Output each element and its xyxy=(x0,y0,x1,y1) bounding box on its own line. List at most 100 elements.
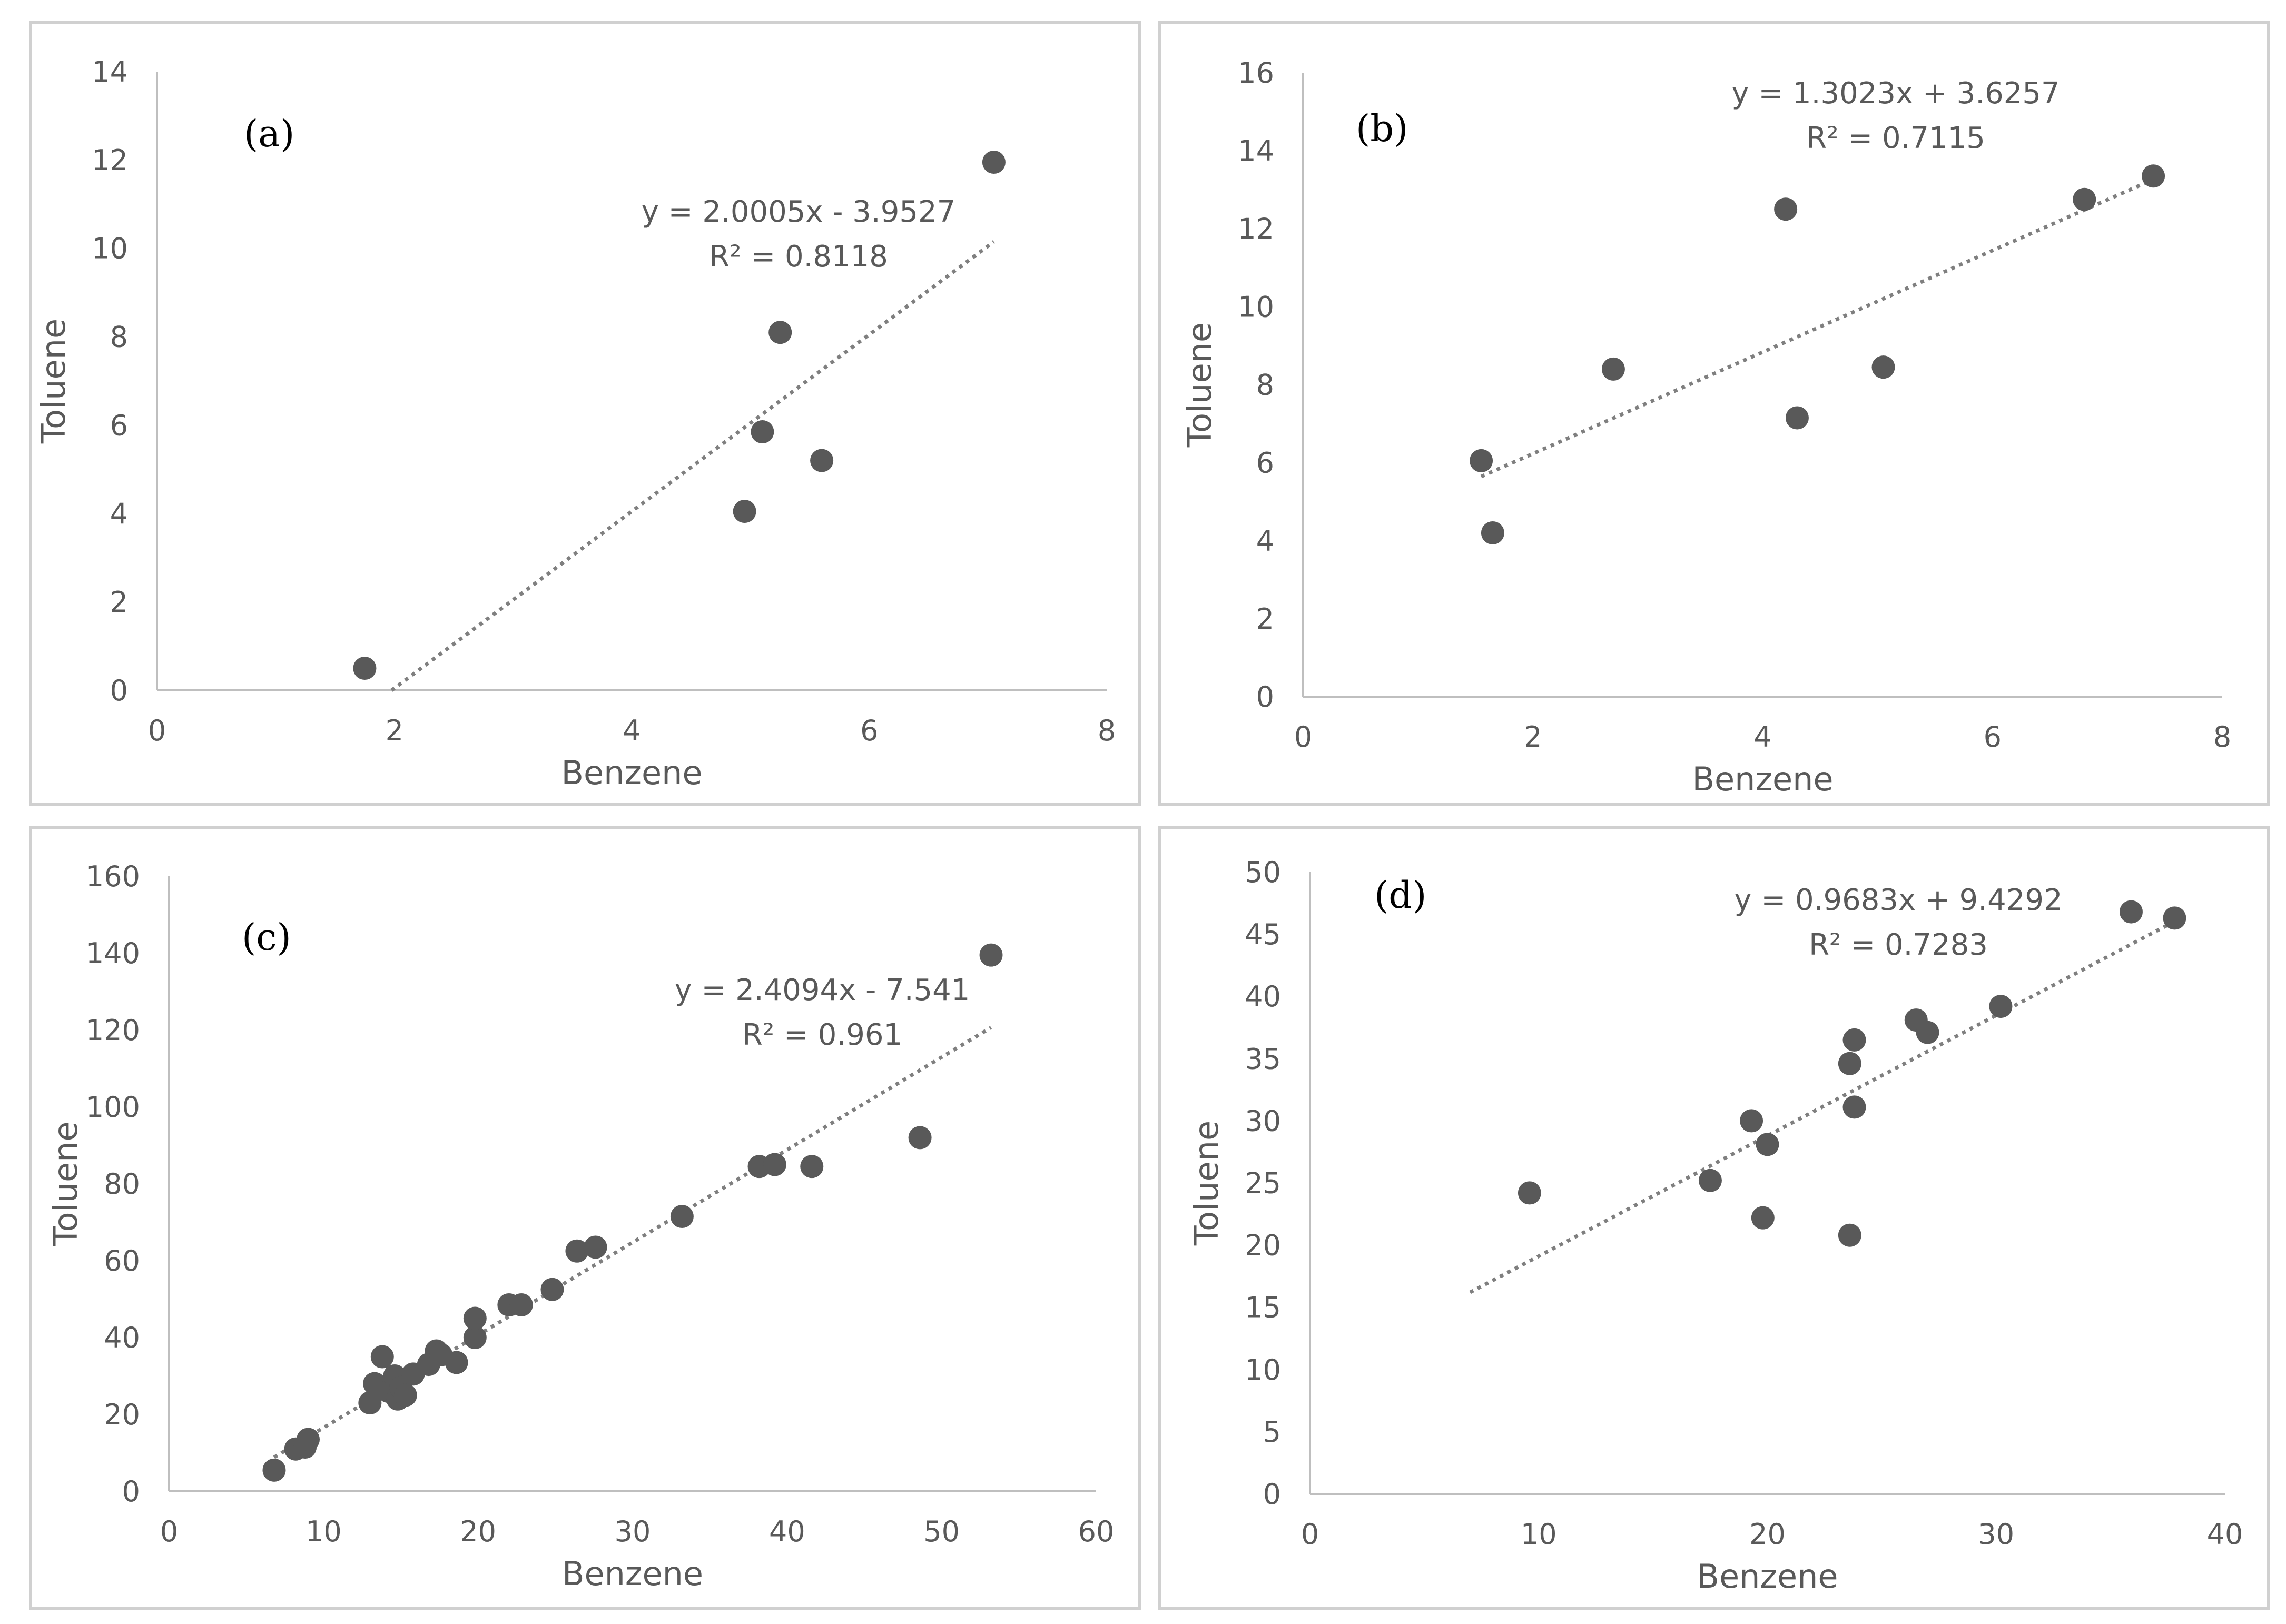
data-point xyxy=(908,1126,932,1150)
x-tick-label: 30 xyxy=(1978,1518,2014,1551)
y-tick-label: 8 xyxy=(1256,369,1274,402)
data-point xyxy=(979,943,1003,967)
y-tick-label: 16 xyxy=(1238,56,1274,90)
y-tick-label: 8 xyxy=(110,321,128,354)
y-tick-label: 5 xyxy=(1263,1415,1281,1449)
data-point xyxy=(509,1293,533,1316)
data-point xyxy=(1470,449,1493,472)
x-tick-label: 10 xyxy=(306,1515,342,1548)
x-tick-label: 20 xyxy=(1749,1518,1786,1551)
y-tick-label: 80 xyxy=(104,1167,140,1201)
y-axis-title: Toluene xyxy=(46,1121,85,1246)
y-tick-label: 160 xyxy=(86,860,140,893)
data-point xyxy=(262,1458,286,1482)
y-tick-label: 2 xyxy=(1256,602,1274,636)
data-point xyxy=(1838,1052,1861,1075)
trendline xyxy=(390,240,995,692)
r-squared-label: R² = 0.7115 xyxy=(1806,121,1985,155)
data-point xyxy=(1481,521,1504,544)
y-tick-label: 20 xyxy=(1245,1229,1281,1262)
y-tick-label: 6 xyxy=(1256,447,1274,480)
data-point xyxy=(1601,357,1625,381)
x-tick-label: 0 xyxy=(1301,1518,1319,1551)
x-tick-label: 10 xyxy=(1521,1518,1557,1551)
data-point xyxy=(1989,995,2013,1018)
y-tick-label: 25 xyxy=(1245,1167,1281,1200)
x-tick-label: 8 xyxy=(1098,714,1116,747)
y-tick-label: 0 xyxy=(1256,680,1274,714)
data-point xyxy=(1871,355,1895,379)
y-tick-label: 15 xyxy=(1245,1291,1281,1324)
y-tick-label: 12 xyxy=(1238,212,1274,245)
y-tick-label: 20 xyxy=(104,1398,140,1431)
data-point xyxy=(370,1345,394,1369)
chart-panel-d: 0 10 20 30 40 0 5 10 15 20 25 30 35 40 45 50 Benzene Tolu… xyxy=(1158,826,2270,1610)
data-point xyxy=(1740,1109,1763,1133)
chart-panel-b: 0 2 4 6 8 0 2 4 6 8 10 12 14 16 Benzene Toluene (b) y = 1… xyxy=(1158,21,2270,806)
y-tick-label: 14 xyxy=(1238,134,1274,167)
data-point xyxy=(1842,1095,1866,1119)
y-tick-label: 0 xyxy=(110,674,128,707)
y-tick-label: 4 xyxy=(110,497,128,530)
y-tick-label: 2 xyxy=(110,586,128,619)
r-squared-label: R² = 0.7283 xyxy=(1809,928,1988,962)
x-tick-label: 4 xyxy=(1753,720,1771,754)
panel-label: (d) xyxy=(1374,874,1426,917)
x-tick-label: 6 xyxy=(1984,720,2002,754)
panel-label: (a) xyxy=(244,112,294,155)
data-point xyxy=(584,1235,607,1259)
x-tick-label: 50 xyxy=(923,1515,960,1548)
y-tick-label: 40 xyxy=(1245,980,1281,1013)
data-point xyxy=(353,657,377,680)
trendline xyxy=(1469,919,2176,1294)
data-point xyxy=(445,1351,468,1374)
data-point xyxy=(733,500,756,523)
data-point xyxy=(358,1391,382,1415)
x-tick-label: 40 xyxy=(2207,1518,2243,1551)
data-point xyxy=(1838,1223,1861,1247)
data-point xyxy=(982,151,1006,174)
chart-svg-b: 0 2 4 6 8 0 2 4 6 8 10 12 14 16 Benzene Toluene (b) y = 1… xyxy=(1180,56,2231,798)
data-point xyxy=(800,1155,824,1179)
data-point xyxy=(1774,197,1798,221)
x-axis-title: Benzene xyxy=(561,754,702,792)
data-point xyxy=(1518,1181,1541,1205)
data-point xyxy=(763,1153,786,1176)
chart-svg-a: 0 2 4 6 8 0 2 4 6 8 10 12 14 Benzene Toluene (a) y = 2.0… xyxy=(34,55,1116,792)
data-point xyxy=(1751,1206,1775,1230)
y-tick-label: 40 xyxy=(104,1321,140,1354)
panel-label: (b) xyxy=(1356,107,1408,150)
chart-svg-d: 0 10 20 30 40 0 5 10 15 20 25 30 35 40 45 50 Benzene Tolu… xyxy=(1187,856,2243,1596)
x-tick-label: 20 xyxy=(460,1515,496,1548)
x-tick-label: 30 xyxy=(615,1515,651,1548)
y-tick-label: 60 xyxy=(104,1244,140,1278)
data-point xyxy=(1756,1133,1779,1156)
panel-label: (c) xyxy=(242,916,291,959)
trendline-equation: y = 0.9683x + 9.4292 xyxy=(1734,883,2062,917)
x-axis-title: Benzene xyxy=(1692,760,1833,798)
x-axis-title: Benzene xyxy=(1697,1557,1838,1596)
y-tick-label: 0 xyxy=(122,1475,140,1508)
y-tick-label: 10 xyxy=(1238,290,1274,323)
trendline-equation: y = 2.4094x - 7.541 xyxy=(675,973,970,1007)
trendline-equation: y = 1.3023x + 3.6257 xyxy=(1731,76,2060,111)
x-tick-label: 0 xyxy=(1294,720,1312,754)
y-tick-label: 0 xyxy=(1263,1478,1281,1511)
chart-panel-c: 0 10 20 30 40 50 60 0 20 40 60 80 100 120 140 160 Benzen… xyxy=(29,826,1141,1610)
x-tick-label: 2 xyxy=(386,714,403,747)
y-tick-label: 10 xyxy=(92,232,128,265)
data-point xyxy=(2119,900,2143,924)
r-squared-label: R² = 0.8118 xyxy=(709,240,888,274)
data-point xyxy=(463,1326,487,1349)
chart-panel-a: 0 2 4 6 8 0 2 4 6 8 10 12 14 Benzene Toluene (a) y = 2.0… xyxy=(29,21,1141,806)
trendline-equation: y = 2.0005x - 3.9527 xyxy=(642,195,956,229)
y-tick-label: 4 xyxy=(1256,524,1274,558)
data-point xyxy=(1785,406,1809,430)
x-axis-title: Benzene xyxy=(562,1554,703,1593)
data-point xyxy=(297,1428,320,1451)
data-point xyxy=(2163,906,2186,930)
x-tick-label: 6 xyxy=(860,714,878,747)
y-tick-label: 30 xyxy=(1245,1104,1281,1137)
x-tick-label: 4 xyxy=(623,714,641,747)
data-point xyxy=(751,420,774,444)
